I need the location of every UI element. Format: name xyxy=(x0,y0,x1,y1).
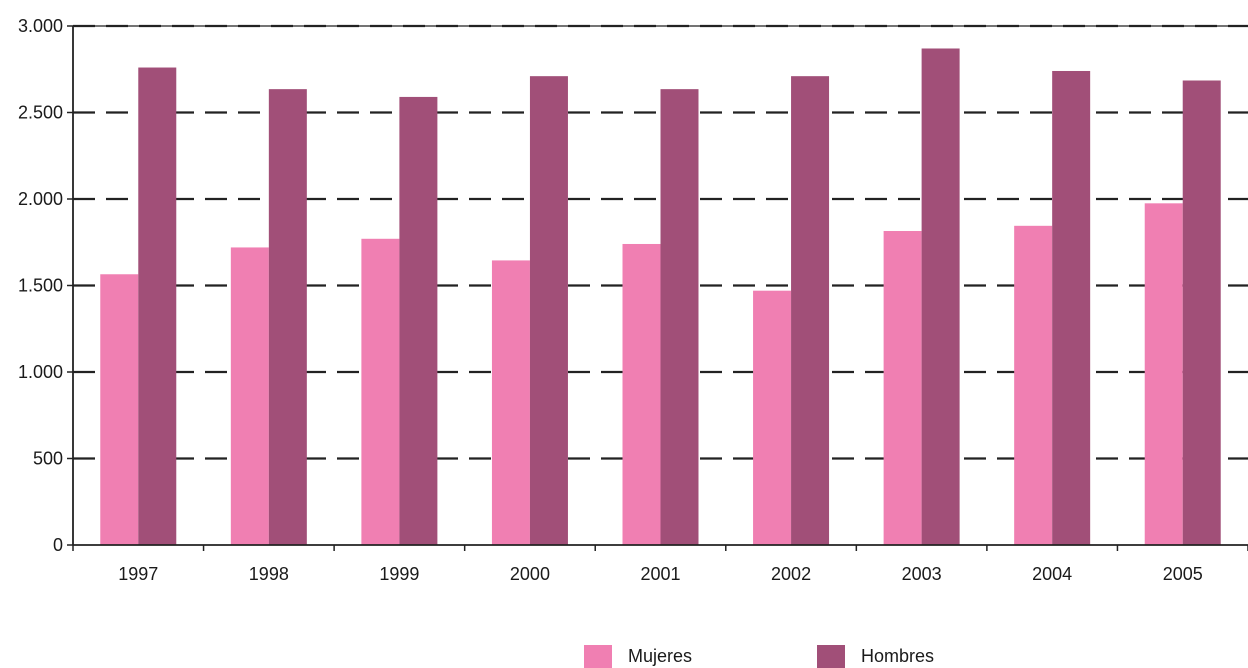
x-tick-label: 2002 xyxy=(771,564,811,584)
x-tick-label: 2003 xyxy=(902,564,942,584)
bar-mujeres-2003 xyxy=(883,231,922,545)
bar-mujeres-1999 xyxy=(361,238,400,546)
bar-hombres-1998 xyxy=(268,89,307,546)
bar-mujeres-2005 xyxy=(1144,203,1183,545)
bar-hombres-1999 xyxy=(399,96,438,546)
y-tick-label: 3.000 xyxy=(18,16,63,36)
legend-swatch-mujeres xyxy=(584,645,612,668)
y-tick-label: 500 xyxy=(33,449,63,469)
bar-mujeres-2001 xyxy=(622,243,661,546)
bar-hombres-2000 xyxy=(529,76,568,546)
y-tick-label: 2.500 xyxy=(18,103,63,123)
x-tick-label: 2000 xyxy=(510,564,550,584)
y-tick-label: 0 xyxy=(53,535,63,555)
legend-label-mujeres: Mujeres xyxy=(628,646,692,666)
x-tick-label: 1999 xyxy=(379,564,419,584)
bar-hombres-2001 xyxy=(660,89,699,546)
y-tick-label: 1.500 xyxy=(18,276,63,296)
x-tick-label: 2005 xyxy=(1163,564,1203,584)
legend-swatch-hombres xyxy=(817,645,845,668)
y-tick-label: 1.000 xyxy=(18,362,63,382)
bar-hombres-2002 xyxy=(791,76,830,546)
bar-hombres-2005 xyxy=(1182,80,1221,546)
bar-mujeres-2002 xyxy=(753,290,792,545)
bars xyxy=(100,48,1221,546)
axes xyxy=(67,25,1248,551)
bar-mujeres-2000 xyxy=(491,260,530,545)
bar-mujeres-1998 xyxy=(230,247,269,545)
bar-hombres-1997 xyxy=(138,67,177,546)
x-tick-label: 1998 xyxy=(249,564,289,584)
x-tick-labels: 1997 1998 1999 2000 2001 2002 2003 2004 2005 xyxy=(118,564,1202,584)
bar-hombres-2003 xyxy=(921,48,960,546)
bar-mujeres-1997 xyxy=(100,274,139,545)
x-tick-label: 2001 xyxy=(640,564,680,584)
bar-hombres-2004 xyxy=(1052,70,1091,545)
legend-label-hombres: Hombres xyxy=(861,646,934,666)
y-tick-label: 2.000 xyxy=(18,189,63,209)
x-tick-label: 1997 xyxy=(118,564,158,584)
bar-mujeres-2004 xyxy=(1014,225,1053,545)
x-tick-label: 2004 xyxy=(1032,564,1072,584)
y-tick-labels: 0 500 1.000 1.500 2.000 2.500 3.000 xyxy=(18,16,63,555)
legend: Mujeres Hombres xyxy=(584,645,934,668)
